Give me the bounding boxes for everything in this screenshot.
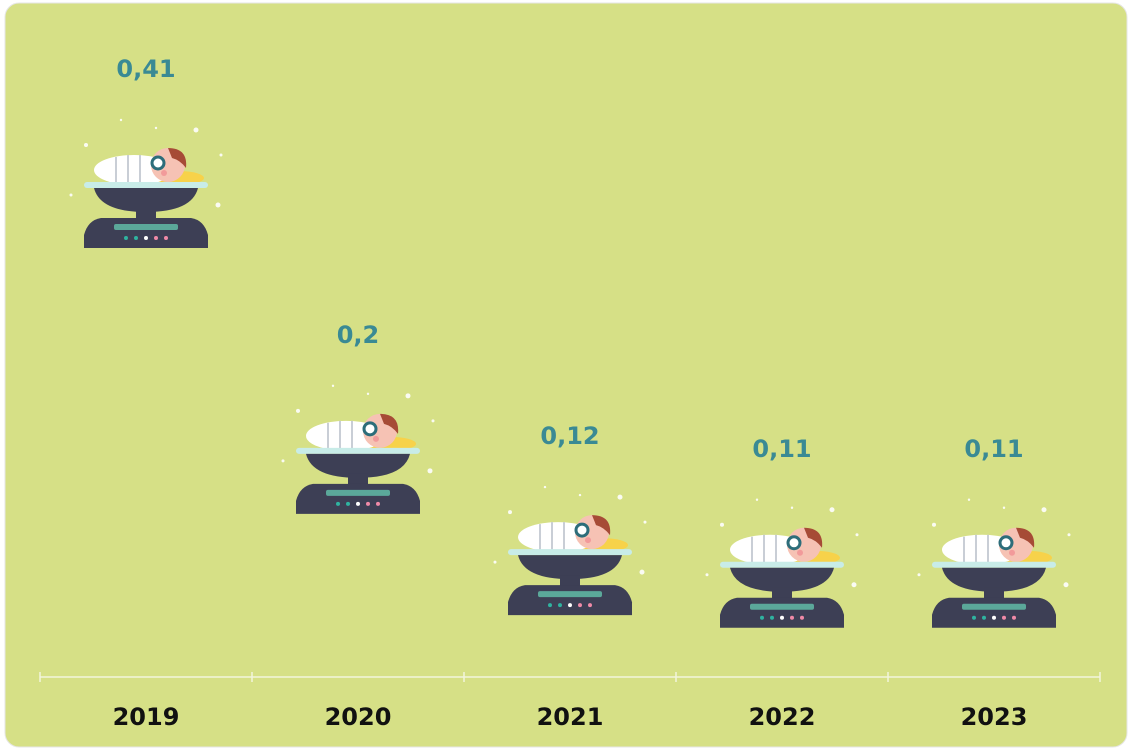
x-tick-label: 2022: [749, 703, 816, 731]
value-label: 0,11: [752, 435, 811, 463]
x-tick-label: 2019: [113, 703, 180, 731]
x-tick-label: 2020: [325, 703, 392, 731]
value-label: 0,12: [540, 422, 599, 450]
value-label: 0,11: [964, 435, 1023, 463]
value-label: 0,2: [337, 321, 380, 349]
x-tick-label: 2021: [537, 703, 604, 731]
value-label: 0,41: [116, 55, 175, 83]
x-tick-label: 2023: [961, 703, 1028, 731]
panel: [4, 2, 1128, 748]
